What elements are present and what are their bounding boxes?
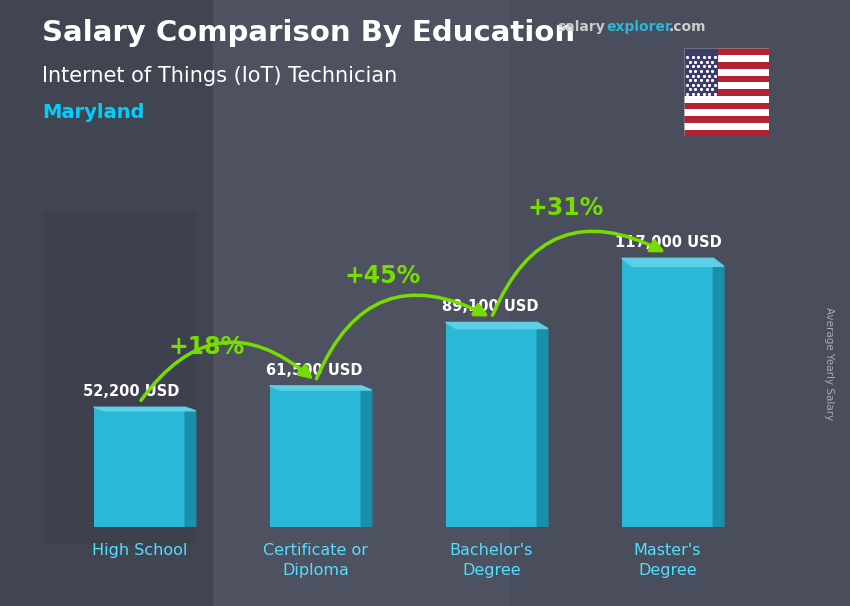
- Bar: [0, 0, 212, 606]
- Bar: [684, 48, 718, 96]
- Bar: [684, 116, 769, 123]
- Bar: [684, 55, 769, 62]
- Text: 61,500 USD: 61,500 USD: [266, 363, 363, 378]
- Bar: [684, 130, 769, 136]
- Bar: [684, 68, 769, 76]
- Text: +18%: +18%: [168, 336, 244, 359]
- Text: +45%: +45%: [344, 264, 421, 288]
- Text: Maryland: Maryland: [42, 102, 144, 122]
- Polygon shape: [713, 258, 724, 527]
- Polygon shape: [537, 322, 547, 527]
- Text: Average Yearly Salary: Average Yearly Salary: [824, 307, 834, 420]
- Polygon shape: [621, 258, 724, 267]
- Bar: [684, 96, 769, 102]
- Text: 117,000 USD: 117,000 USD: [615, 235, 722, 250]
- Polygon shape: [269, 386, 371, 390]
- Text: salary: salary: [557, 20, 604, 35]
- Text: explorer: explorer: [606, 20, 672, 35]
- Bar: [212, 0, 510, 606]
- FancyBboxPatch shape: [445, 322, 537, 527]
- Bar: [42, 212, 196, 545]
- Bar: [684, 123, 769, 130]
- FancyBboxPatch shape: [269, 386, 361, 527]
- Text: .com: .com: [669, 20, 706, 35]
- Polygon shape: [94, 407, 196, 411]
- Bar: [684, 48, 769, 55]
- Polygon shape: [445, 322, 547, 328]
- Bar: [684, 76, 769, 82]
- Text: 89,100 USD: 89,100 USD: [442, 299, 539, 315]
- Polygon shape: [185, 407, 196, 527]
- Text: 52,200 USD: 52,200 USD: [83, 384, 179, 399]
- Bar: [684, 109, 769, 116]
- Bar: [684, 89, 769, 96]
- Bar: [684, 82, 769, 89]
- Polygon shape: [361, 386, 371, 527]
- FancyBboxPatch shape: [621, 258, 713, 527]
- Text: Salary Comparison By Education: Salary Comparison By Education: [42, 19, 575, 47]
- Bar: [684, 62, 769, 68]
- Bar: [510, 0, 850, 606]
- Bar: [684, 102, 769, 109]
- Text: +31%: +31%: [527, 196, 604, 220]
- FancyBboxPatch shape: [94, 407, 185, 527]
- Text: Internet of Things (IoT) Technician: Internet of Things (IoT) Technician: [42, 65, 398, 86]
